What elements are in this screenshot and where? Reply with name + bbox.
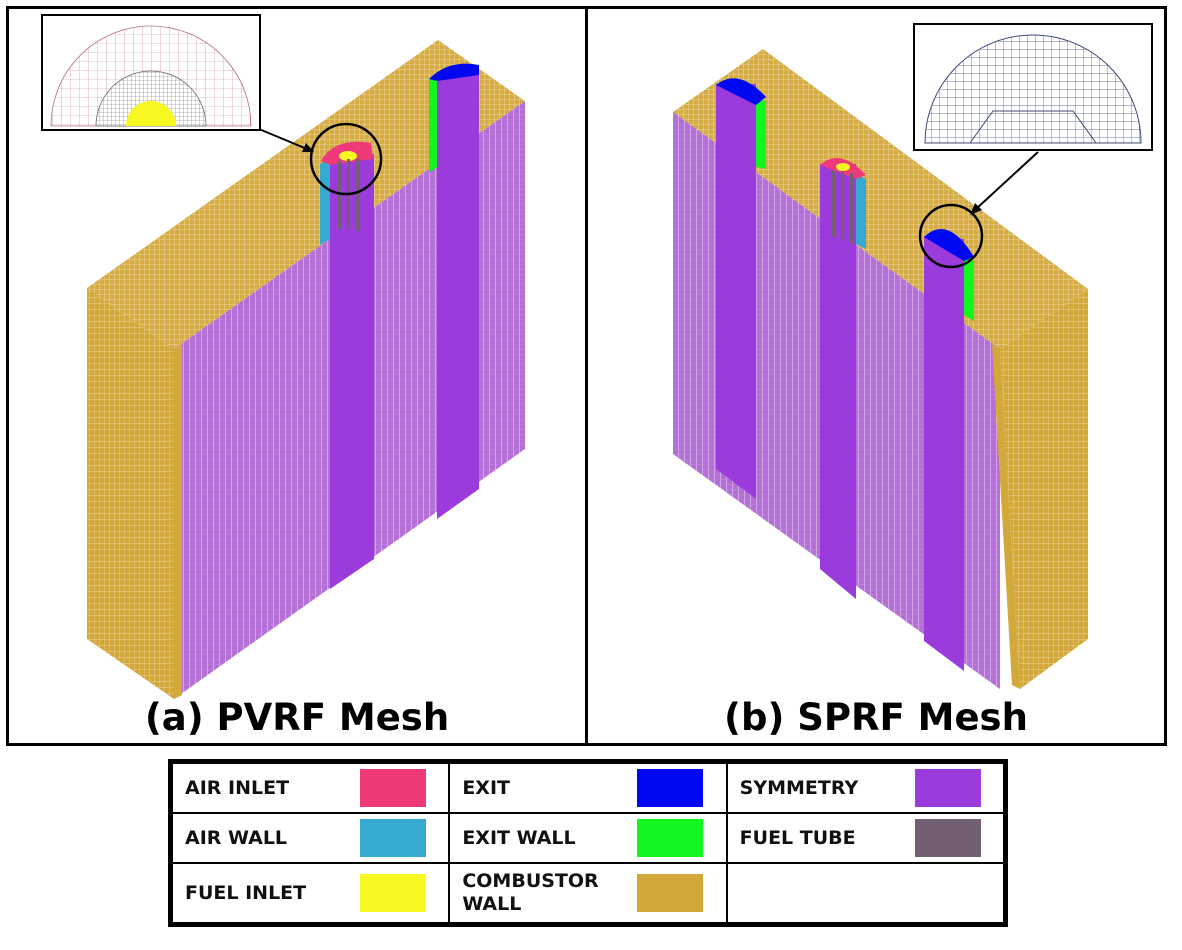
legend-item-air-wall: AIR WALL [170,812,451,864]
caption-a: (a) PVRF Mesh [144,696,450,739]
legend-item-exit-wall: EXIT WALL [448,812,728,864]
legend-swatch [360,769,426,807]
callout-arrow [975,151,1039,210]
combustor-wall-top [673,49,1088,349]
exit-face [924,228,974,261]
combustor-wall-edge [174,344,182,699]
exit-wall-column [964,254,974,321]
legend-label: COMBUSTOR WALL [462,870,599,915]
legend-item-fuel-inlet: FUEL INLET [170,862,451,924]
sprf-mesh-render [673,49,1088,689]
callout-arrow [258,128,308,150]
panel-pvrf-mesh: (a) PVRF Mesh [6,6,588,746]
legend-swatch [914,819,981,857]
callout-arrowhead [302,143,314,152]
air-wall-column [856,174,866,249]
combustor-wall-side [87,288,174,699]
symmetry-column-front [330,154,374,589]
legend-swatch [637,769,704,807]
legend-label: AIR INLET [185,776,290,799]
legend-item-exit: EXIT [448,762,728,814]
legend-label: FUEL INLET [185,881,307,904]
caption-b: (b) SPRF Mesh [724,696,1028,739]
legend-swatch [914,769,981,807]
sprf-inset-mesh [913,23,1153,151]
legend-label: EXIT WALL [462,826,576,849]
pvrf-inset-mesh [41,14,261,131]
legend-item-empty [725,862,1006,924]
combustor-wall-side [1000,289,1088,689]
panel-sprf-mesh: (b) SPRF Mesh [585,6,1167,746]
legend-item-combustor-wall: COMBUSTOR WALL [448,862,728,924]
legend-table: AIR INLET EXIT SYMMETRY AIR WALL EXIT WA… [168,759,1008,927]
combustor-wall-edge [992,344,1020,689]
legend-swatch [360,819,426,857]
legend-label: SYMMETRY [739,776,859,799]
legend-swatch [360,874,426,912]
legend-item-symmetry: SYMMETRY [725,762,1006,814]
symmetry-column-left [716,84,756,499]
legend-swatch [637,874,704,912]
legend-label: EXIT [462,776,510,799]
legend-label: AIR WALL [185,826,288,849]
fuel-inlet-face [339,151,357,161]
fuel-tubes [832,171,853,243]
legend-item-air-inlet: AIR INLET [170,762,451,814]
exit-face [429,63,479,81]
exit-face [716,78,766,105]
exit-wall-column [429,73,437,173]
highlight-circle [309,122,383,196]
legend-swatch [637,819,704,857]
symmetry-column-middle [820,164,856,599]
legend-label: FUEL TUBE [739,826,856,849]
air-wall-column [320,159,330,245]
callout-arrowhead [970,203,982,215]
fuel-inlet-face [836,163,850,171]
pvrf-mesh-render [87,40,525,699]
exit-wall-column [756,99,766,169]
highlight-circle [918,203,984,269]
combustor-wall-top [87,40,525,349]
symmetry-column-right [924,236,964,671]
legend-item-fuel-tube: FUEL TUBE [725,812,1006,864]
symmetry-column-back [437,73,479,519]
